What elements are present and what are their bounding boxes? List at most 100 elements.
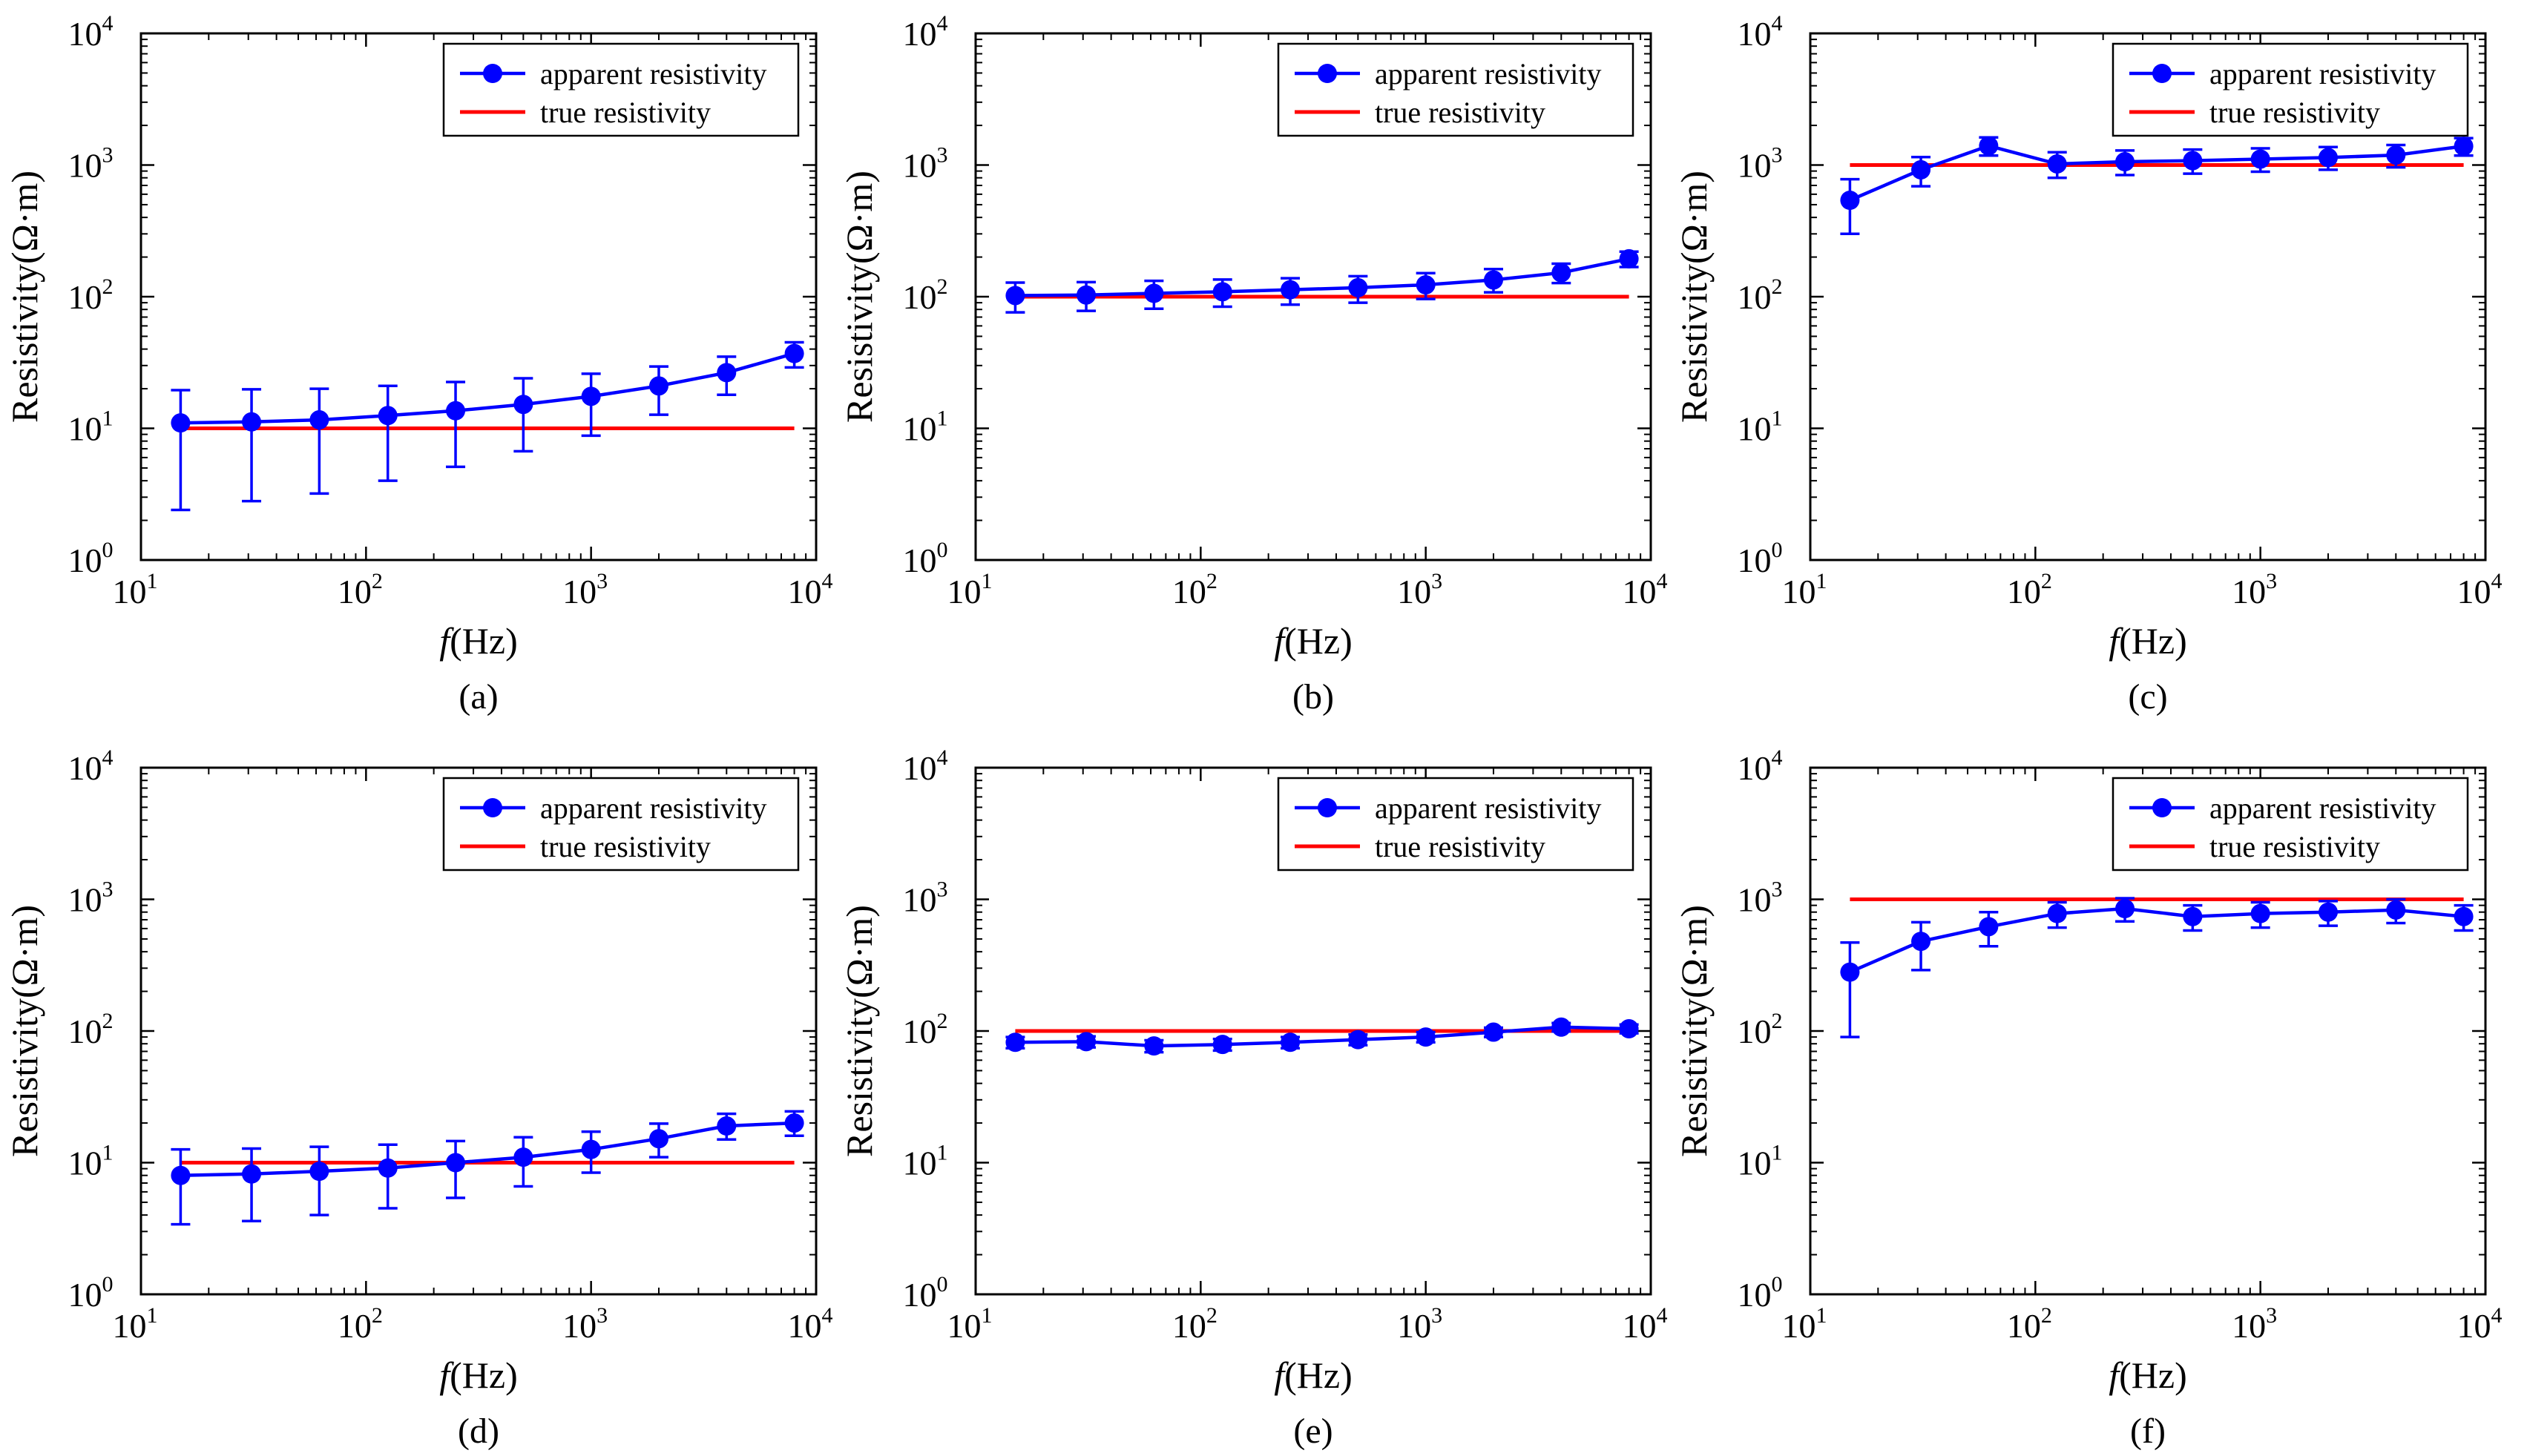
x-tick-exponent: 4	[822, 569, 833, 593]
panel-caption: (c)	[2128, 677, 2167, 717]
legend: apparent resistivity true resistivity	[2112, 42, 2469, 137]
data-point	[1483, 1022, 1503, 1042]
apparent-resistivity-markers	[1005, 1017, 1639, 1056]
x-tick-exponent: 4	[1657, 569, 1668, 593]
x-axis-label-unit: (Hz)	[2119, 1354, 2187, 1396]
x-tick-exponent: 3	[1431, 1303, 1442, 1328]
data-point	[1005, 286, 1025, 306]
x-tick-label: 101	[113, 569, 158, 610]
y-tick-base: 10	[903, 1012, 937, 1050]
x-tick-exponent: 2	[372, 1303, 383, 1328]
x-tick-exponent: 4	[2491, 1303, 2503, 1328]
x-tick-base: 10	[1397, 573, 1431, 610]
legend: apparent resistivity true resistivity	[1277, 42, 1634, 137]
x-tick-base: 10	[1172, 1307, 1206, 1345]
apparent-resistivity-line	[180, 1121, 795, 1177]
y-tick-label: 101	[68, 406, 114, 448]
legend-label-true: true resistivity	[1375, 830, 1545, 863]
data-point	[2318, 148, 2338, 168]
y-tick-label: 103	[1738, 143, 1783, 185]
y-tick-label: 100	[903, 1272, 948, 1314]
chart-panel-f: 101 102 103 104100101102103104f(Hz)Resistiv…	[1673, 745, 2503, 1451]
y-tick-base: 10	[903, 541, 937, 579]
data-point	[2386, 145, 2406, 165]
y-tick-label: 102	[1738, 274, 1783, 316]
y-tick-base: 10	[1738, 1276, 1772, 1314]
legend-box	[442, 42, 800, 137]
legend-label-true: true resistivity	[540, 830, 711, 863]
x-axis-label: f(Hz)	[439, 1354, 518, 1396]
y-tick-exponent: 3	[102, 877, 114, 902]
x-tick-exponent: 3	[2266, 569, 2277, 593]
y-tick-label: 100	[68, 538, 114, 579]
y-tick-base: 10	[903, 1144, 937, 1182]
legend-swatch-apparent-marker	[2152, 798, 2172, 817]
legend-label-apparent: apparent resistivity	[1375, 791, 1601, 825]
legend-swatch-apparent-marker	[483, 64, 502, 83]
y-tick-base: 10	[903, 749, 937, 787]
panel-caption: (d)	[458, 1411, 499, 1451]
data-point	[2115, 152, 2135, 172]
legend-label-apparent: apparent resistivity	[2209, 57, 2436, 90]
x-tick-base: 10	[2007, 1307, 2041, 1345]
y-tick-label: 104	[1738, 11, 1783, 53]
data-point	[1979, 917, 1999, 937]
y-tick-base: 10	[1738, 881, 1772, 919]
y-tick-label: 100	[903, 538, 948, 579]
legend-label-true: true resistivity	[1375, 96, 1545, 129]
y-axis-ticks	[1810, 32, 2485, 561]
legend-label-true: true resistivity	[2209, 96, 2380, 129]
y-tick-label: 104	[68, 745, 114, 787]
y-tick-label: 102	[903, 1009, 948, 1050]
y-tick-exponent: 3	[102, 143, 114, 168]
y-tick-exponent: 2	[937, 274, 948, 299]
y-tick-label: 103	[1738, 877, 1783, 919]
data-point	[1281, 280, 1301, 300]
y-tick-label: 104	[903, 745, 948, 787]
data-point	[1551, 1017, 1571, 1037]
x-axis-label: f(Hz)	[439, 620, 518, 662]
legend-label-apparent: apparent resistivity	[1375, 57, 1601, 90]
x-tick-base: 10	[1782, 1307, 1816, 1345]
y-tick-exponent: 4	[1772, 11, 1783, 36]
data-point	[2386, 900, 2406, 920]
data-point	[1483, 270, 1503, 290]
y-tick-base: 10	[1738, 410, 1772, 448]
y-tick-exponent: 1	[1772, 406, 1783, 431]
y-tick-label: 102	[1738, 1009, 1783, 1050]
apparent-resistivity-line	[1015, 257, 1630, 297]
y-tick-base: 10	[68, 1012, 102, 1050]
x-tick-exponent: 2	[372, 569, 383, 593]
apparent-resistivity-errorbars	[171, 340, 804, 512]
x-tick-label: 101	[1782, 569, 1827, 610]
x-tick-exponent: 2	[1206, 1303, 1218, 1328]
y-tick-base: 10	[68, 410, 102, 448]
data-point	[1281, 1032, 1301, 1053]
apparent-resistivity-markers	[1840, 899, 2474, 982]
data-point	[581, 386, 601, 406]
y-tick-exponent: 1	[102, 406, 114, 431]
data-point	[242, 1164, 262, 1184]
data-point	[1619, 1018, 1639, 1038]
panel-caption: (a)	[459, 677, 498, 717]
apparent-resistivity-markers	[1840, 136, 2474, 211]
data-point	[1840, 191, 1860, 211]
y-tick-base: 10	[903, 278, 937, 316]
data-point	[717, 1116, 737, 1136]
data-point	[2454, 136, 2474, 157]
x-tick-base: 10	[562, 1307, 597, 1345]
y-tick-base: 10	[1738, 147, 1772, 185]
y-tick-base: 10	[68, 541, 102, 579]
legend: apparent resistivity true resistivity	[442, 777, 800, 872]
data-point	[1619, 248, 1639, 269]
legend-swatch-apparent-marker	[1318, 798, 1337, 817]
x-tick-base: 10	[788, 1307, 822, 1345]
y-tick-base: 10	[1738, 749, 1772, 787]
y-tick-label: 103	[68, 143, 114, 185]
x-tick-exponent: 3	[2266, 1303, 2277, 1328]
data-point	[1077, 1032, 1097, 1052]
chart-panel-b: 101 102 103 104100101102103104f(Hz)Resistiv…	[838, 11, 1668, 717]
data-point	[2318, 902, 2338, 922]
apparent-resistivity-line	[180, 352, 795, 425]
